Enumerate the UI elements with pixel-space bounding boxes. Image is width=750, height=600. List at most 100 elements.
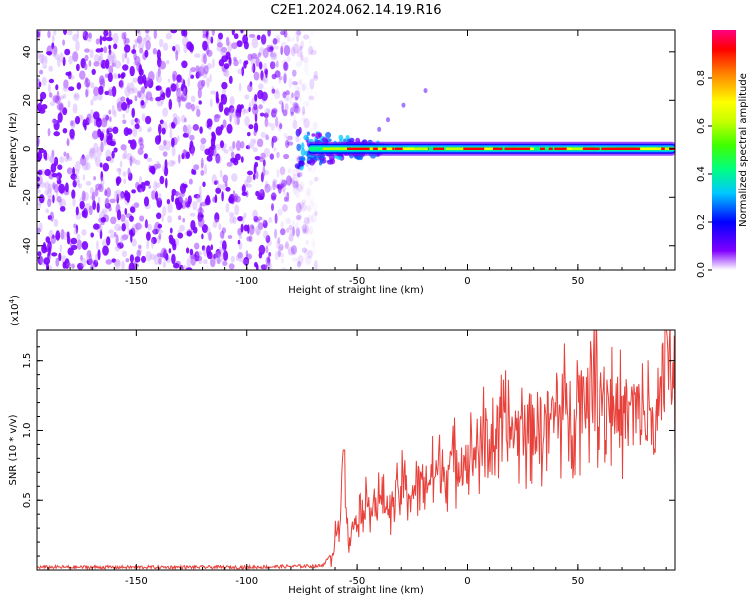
spectrogram-noise-cell	[70, 120, 74, 127]
y-tick-label: 40	[22, 45, 33, 58]
spectrogram-noise-cell	[297, 254, 304, 265]
spectrogram-noise-cell	[251, 37, 259, 49]
spectrogram-noise-cell	[120, 96, 126, 102]
spectrogram-noise-cell	[302, 225, 308, 233]
colorbar-tick-label: 0.4	[696, 166, 707, 182]
spectrogram-noise-cell	[310, 30, 315, 36]
spectrogram-noise-cell	[69, 128, 75, 139]
spectrogram-peak-segment	[539, 147, 545, 150]
spectrogram-noise-cell	[312, 75, 319, 81]
spectrogram-noise-cell	[263, 62, 267, 71]
spectrogram-noise-cell	[260, 70, 264, 81]
spectrogram-noise-cell	[292, 226, 295, 237]
spectrogram-noise-cell	[299, 180, 305, 190]
spectrogram-noise-cell	[76, 82, 82, 90]
spectrogram-noise-cell	[166, 198, 171, 205]
spectrogram-onset-cell	[300, 148, 306, 157]
spectrogram-noise-cell	[173, 262, 180, 269]
spectrogram-noise-cell	[206, 226, 211, 236]
spectrogram-noise-cell	[274, 251, 279, 261]
spectrogram-noise-cell	[283, 71, 288, 79]
spectrogram-noise-cell	[287, 135, 294, 141]
spectrogram-noise-cell	[55, 189, 59, 197]
spectrogram-noise-cell	[210, 256, 216, 268]
spectrogram-noise-cell	[108, 205, 112, 212]
spectrogram-noise-cell	[268, 252, 272, 257]
spectrogram-noise-cell	[63, 151, 67, 157]
spectrogram-noise-cell	[59, 156, 65, 164]
spectrogram-noise-cell	[221, 81, 228, 90]
spectrogram-noise-cell	[285, 93, 290, 103]
spectrogram-noise-cell	[265, 245, 269, 254]
spectrogram-noise-cell	[292, 168, 298, 177]
spectrogram-noise-cell	[306, 254, 310, 265]
spectrogram-noise-cell	[197, 216, 205, 228]
spectrogram-noise-cell	[103, 136, 107, 147]
spectrogram-noise-cell	[90, 232, 94, 238]
spectrogram-noise-cell	[185, 151, 191, 159]
spectrogram-noise-cell	[91, 68, 96, 75]
spectrogram-noise-cell	[151, 236, 157, 245]
spectrogram-noise-cell	[49, 211, 55, 222]
spectrogram-noise-cell	[296, 35, 300, 43]
spectrogram-noise-cell	[37, 251, 42, 257]
spectrogram-noise-cell	[200, 79, 206, 87]
spectrogram-noise-cell	[198, 100, 202, 105]
spectrogram-onset-cell	[303, 134, 309, 141]
spectrogram-noise-cell	[74, 174, 80, 184]
spectrogram-noise-cell	[275, 240, 280, 249]
spectrogram-noise-cell	[126, 128, 133, 135]
spectrogram-noise-cell	[292, 186, 297, 195]
spectrogram-noise-cell	[73, 92, 80, 101]
spectrogram-noise-cell	[84, 63, 88, 71]
spectrogram-noise-cell	[294, 96, 298, 101]
spectrogram-noise-cell	[93, 86, 100, 97]
spectrogram-noise-cell	[281, 41, 287, 48]
spectrogram-peak-segment	[601, 147, 610, 150]
spectrogram-noise-cell	[279, 123, 283, 130]
spectrogram-noise-cell	[178, 215, 182, 221]
spectrogram-noise-cell	[282, 91, 287, 99]
spectrogram-noise-cell	[300, 117, 306, 123]
spectrogram-noise-cell	[307, 93, 312, 102]
spectrogram-noise-cell	[258, 83, 264, 90]
spectrogram-noise-cell	[286, 141, 294, 146]
spectrogram-noise-cell	[168, 248, 172, 254]
spectrogram-noise-cell	[265, 235, 271, 243]
spectrogram-noise-cell	[230, 107, 237, 118]
spectrogram-noise-cell	[201, 233, 204, 240]
spectrogram-noise-cell	[50, 235, 56, 245]
spectrogram-peak-segment	[504, 147, 516, 150]
spectrogram-noise-cell	[265, 256, 271, 267]
spectrogram-noise-cell	[228, 75, 233, 84]
spectrogram-noise-cell	[183, 87, 186, 98]
spectrogram-noise-cell	[278, 76, 283, 81]
spectrogram-noise-cell	[291, 37, 295, 42]
spectrogram-noise-cell	[65, 71, 71, 76]
spectrogram-noise-cell	[199, 185, 202, 196]
spectrogram-noise-cell	[111, 258, 117, 263]
spectrogram-noise-cell	[217, 252, 225, 263]
spectrogram-noise-cell	[245, 145, 251, 150]
spectrogram-noise-cell	[108, 109, 112, 115]
x-tick-label: -150	[125, 276, 148, 287]
spectrogram-noise-cell	[307, 249, 313, 259]
spectrogram-noise-cell	[300, 40, 305, 49]
snr-series-line	[37, 330, 675, 570]
spectrogram-noise-cell	[192, 124, 199, 131]
spectrogram-noise-cell	[270, 123, 275, 131]
spectrogram-noise-cell	[126, 97, 130, 103]
spectrogram-noise-cell	[312, 202, 318, 212]
colorbar-title: Normalized spectral amplitude	[738, 73, 749, 227]
spectrogram-noise-cell	[200, 157, 204, 169]
spectrogram-noise-cell	[156, 212, 162, 220]
spectrogram-onset-cell	[343, 138, 347, 143]
spectrogram-noise-cell	[116, 193, 119, 204]
spectrogram-noise-cell	[71, 263, 75, 269]
spectrogram-noise-cell	[100, 47, 104, 53]
spectrogram-noise-cell	[292, 81, 298, 86]
spectrogram-noise-cell	[100, 171, 104, 182]
spectrogram-noise-cell	[108, 49, 112, 56]
spectrogram-noise-cell	[284, 34, 290, 39]
spectrogram-noise-cell	[97, 93, 103, 101]
